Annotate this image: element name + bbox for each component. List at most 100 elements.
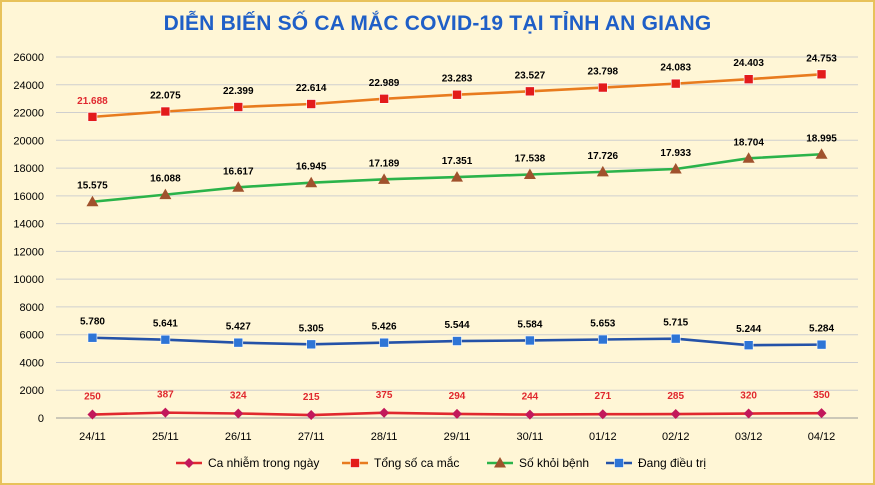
data-label: 5.284 (809, 324, 834, 335)
data-label: 15.575 (77, 181, 108, 192)
x-tick-label: 26/11 (225, 431, 252, 443)
data-point (597, 409, 608, 420)
data-point (379, 94, 389, 104)
data-label: 244 (522, 392, 539, 403)
legend-marker (494, 457, 506, 468)
data-label: 23.283 (442, 74, 473, 85)
data-label: 320 (740, 391, 757, 402)
x-tick-label: 30/11 (517, 431, 544, 443)
data-point (670, 78, 681, 89)
x-tick-label: 01/12 (589, 431, 617, 443)
data-label: 24.403 (733, 58, 764, 69)
x-tick-label: 29/11 (444, 431, 471, 443)
data-point (86, 195, 99, 207)
data-label: 22.989 (369, 78, 400, 89)
x-tick-label: 03/12 (735, 431, 763, 443)
legend-marker (350, 458, 360, 468)
data-point (232, 181, 245, 192)
y-tick-label: 8000 (20, 302, 44, 314)
data-label: 5.584 (517, 319, 542, 330)
legend-marker (614, 458, 624, 468)
data-label: 16.945 (296, 162, 327, 173)
data-point (743, 340, 754, 350)
data-point (598, 82, 608, 93)
data-point (87, 332, 98, 343)
data-point (87, 112, 98, 122)
data-point (306, 339, 316, 350)
data-point (160, 334, 171, 345)
x-tick-label: 27/11 (298, 431, 325, 443)
y-tick-label: 22000 (13, 108, 44, 120)
legend-entry: Số khỏi bệnh (519, 456, 589, 470)
data-point (306, 410, 317, 421)
data-label: 17.538 (515, 153, 546, 164)
y-tick-label: 4000 (20, 357, 44, 369)
data-label: 22.399 (223, 86, 254, 97)
data-label: 250 (84, 392, 101, 403)
y-tick-label: 6000 (20, 330, 44, 342)
y-tick-label: 10000 (13, 274, 44, 286)
legend-entry: Đang điều trị (638, 456, 706, 470)
data-label: 215 (303, 392, 320, 403)
y-tick-label: 18000 (13, 163, 44, 175)
data-point (596, 165, 609, 177)
data-label: 16.617 (223, 166, 254, 177)
data-label: 271 (594, 391, 611, 402)
data-label: 23.798 (588, 67, 619, 78)
data-point (451, 171, 463, 182)
data-point (525, 86, 535, 97)
chart-title: DIỄN BIẾN SỐ CA MẮC COVID-19 TẠI TỈNH AN… (163, 12, 712, 35)
x-tick-label: 28/11 (371, 431, 398, 443)
data-label: 285 (667, 391, 684, 402)
data-point (378, 173, 391, 184)
x-tick-label: 02/12 (662, 431, 690, 443)
data-label: 18.995 (806, 133, 837, 144)
data-label: 16.088 (150, 174, 181, 185)
data-point (742, 152, 755, 163)
y-tick-label: 14000 (13, 219, 44, 231)
data-label: 294 (449, 391, 466, 402)
data-label: 387 (157, 390, 174, 401)
data-label: 375 (376, 390, 393, 401)
x-tick-label: 25/11 (152, 431, 179, 443)
data-label: 17.189 (369, 158, 400, 169)
x-tick-label: 04/12 (808, 431, 836, 443)
data-label: 5.427 (226, 322, 251, 333)
data-point (525, 335, 535, 346)
data-point (523, 168, 536, 179)
data-label: 5.305 (299, 323, 324, 334)
data-label: 5.653 (590, 319, 615, 330)
data-point (452, 408, 462, 419)
data-point (816, 339, 827, 350)
data-point (233, 102, 244, 112)
data-point (524, 409, 535, 420)
data-label: 5.426 (372, 322, 397, 333)
data-point (160, 407, 171, 418)
data-label: 17.726 (588, 151, 619, 162)
data-point (305, 176, 318, 188)
y-tick-label: 0 (38, 413, 44, 425)
data-point (815, 148, 828, 159)
data-label: 21.688 (77, 96, 108, 107)
y-tick-label: 24000 (13, 80, 44, 92)
legend-marker (184, 458, 194, 468)
data-point (598, 334, 608, 345)
data-point (452, 89, 462, 100)
legend-entry: Tổng số ca mắc (374, 455, 459, 470)
y-tick-label: 20000 (13, 135, 44, 147)
data-label: 17.933 (660, 148, 691, 159)
data-point (233, 408, 244, 419)
data-point (669, 163, 682, 174)
data-label: 22.075 (150, 90, 181, 101)
data-point (160, 106, 171, 117)
y-tick-label: 26000 (13, 52, 44, 64)
data-label: 5.780 (80, 317, 105, 328)
data-point (159, 188, 172, 200)
data-point (743, 408, 754, 419)
data-label: 23.527 (515, 70, 546, 81)
data-label: 350 (813, 390, 830, 401)
data-point (670, 333, 681, 344)
data-label: 18.704 (733, 137, 764, 148)
data-point (379, 337, 389, 348)
data-point (379, 407, 390, 418)
